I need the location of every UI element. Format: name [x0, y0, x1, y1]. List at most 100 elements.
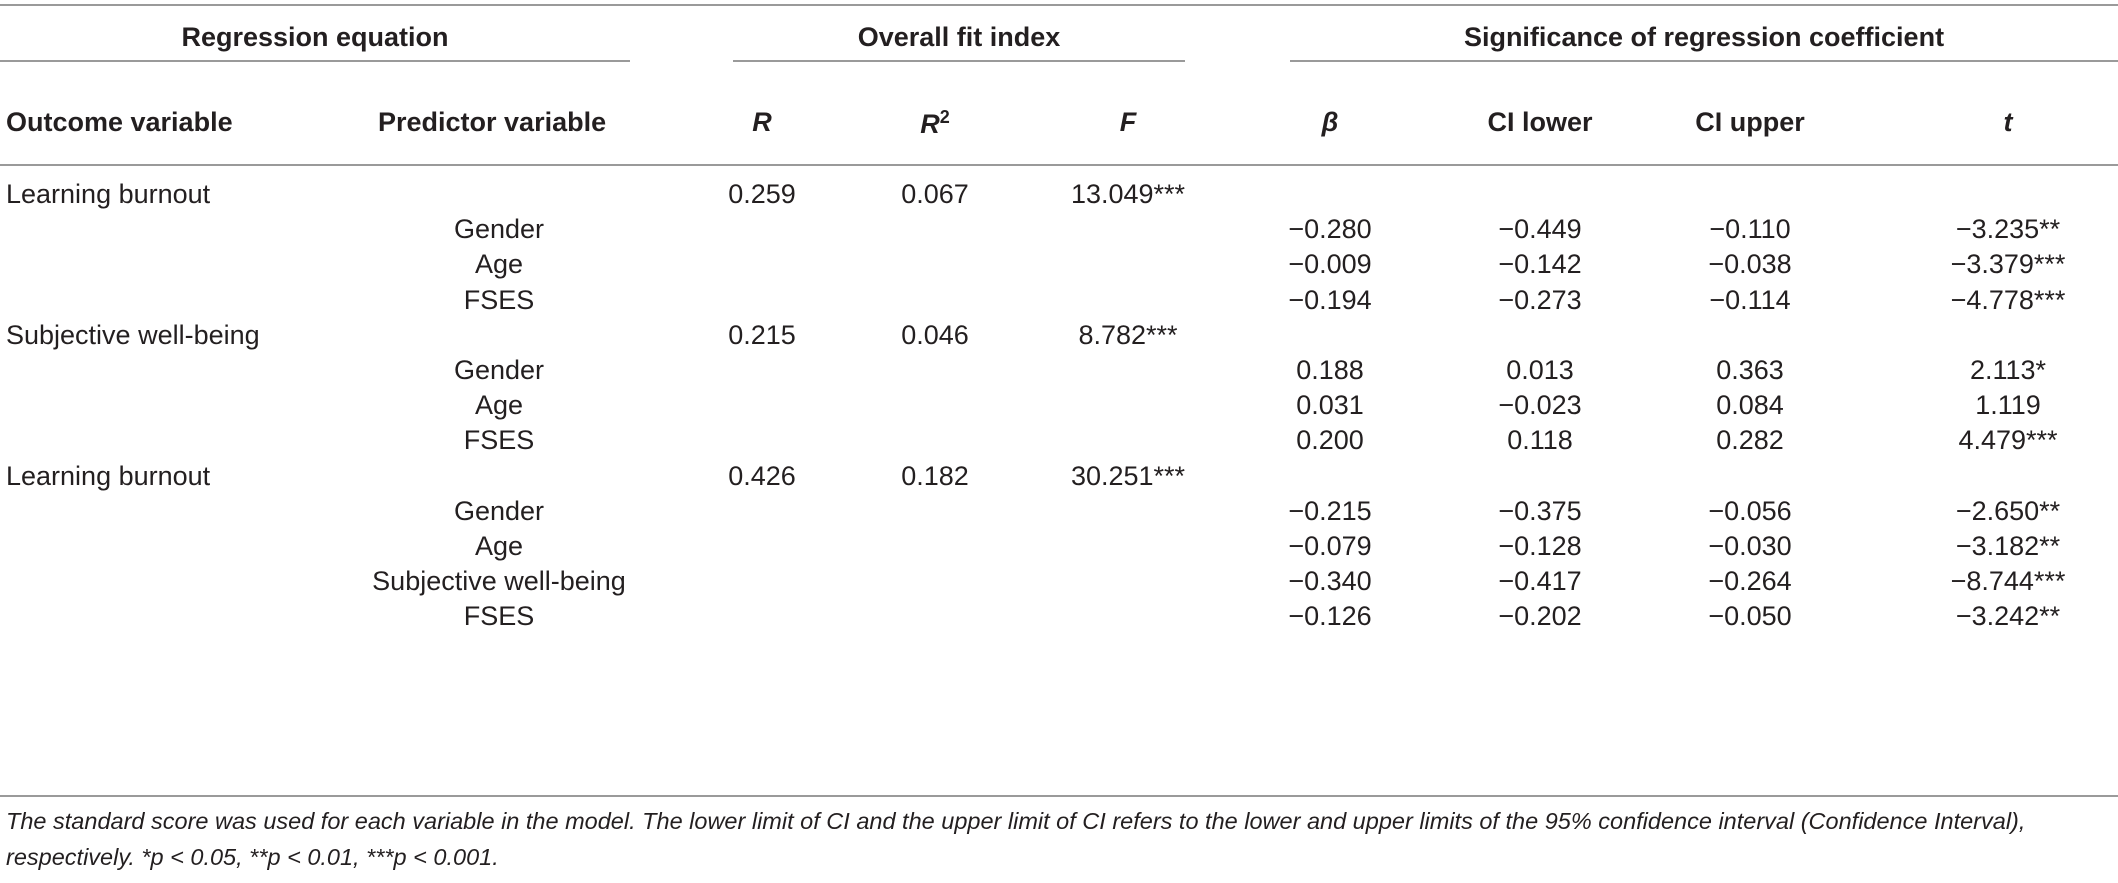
cell-f: 30.251***	[1070, 460, 1186, 491]
col-header-ci-lower: CI lower	[1487, 107, 1593, 137]
table-row: Learning burnout 0.259 0.067 13.049***	[0, 171, 2118, 218]
cell-outcome: Learning burnout	[6, 460, 211, 491]
cell-f: 8.782***	[1078, 319, 1178, 350]
cell-r2: 0.067	[901, 179, 969, 209]
cell-outcome: Subjective well-being	[6, 319, 260, 350]
table-footnote: The standard score was used for each var…	[6, 808, 2026, 870]
cell-ci-upper: −0.038	[1708, 249, 1792, 280]
cell-ci-lower: −0.375	[1498, 495, 1582, 526]
cell-ci-lower: −0.202	[1498, 601, 1582, 632]
cell-beta: −0.009	[1288, 249, 1372, 280]
table-row: FSES 0.200 0.118 0.282 4.479***	[0, 417, 2118, 464]
cell-ci-upper: −0.110	[1709, 214, 1791, 245]
cell-predictor: Gender	[453, 355, 545, 385]
col-header-predictor: Predictor variable	[378, 107, 607, 137]
cell-predictor: FSES	[463, 425, 535, 456]
col-header-f: F	[1078, 107, 1178, 138]
cell-beta: 0.031	[1296, 390, 1364, 421]
cell-beta: −0.340	[1288, 566, 1372, 597]
col-header-r-text: R	[752, 107, 772, 137]
cell-ci-upper: −0.056	[1708, 495, 1792, 526]
cell-predictor: FSES	[463, 284, 535, 315]
cell-ci-lower: 0.013	[1506, 355, 1574, 385]
cell-t: −8.744***	[1950, 566, 2066, 597]
cell-t: 4.479***	[1958, 425, 2058, 456]
cell-ci-upper: 0.282	[1716, 425, 1784, 456]
cell-predictor: Gender	[453, 495, 545, 526]
cell-beta: 0.188	[1296, 355, 1364, 385]
col-header-ci-upper: CI upper	[1695, 107, 1805, 137]
cell-ci-upper: −0.114	[1709, 284, 1791, 315]
table-row: Age −0.079 −0.128 −0.030 −3.182**	[0, 523, 2118, 570]
col-header-r2-base: R	[920, 109, 940, 139]
col-header-beta-text: β	[1321, 107, 1339, 137]
col-header-f-text: F	[1119, 107, 1137, 137]
cell-ci-upper: −0.264	[1708, 566, 1792, 597]
col-header-beta: β	[1280, 107, 1380, 138]
table-row: Gender −0.280 −0.449 −0.110 −3.235**	[0, 206, 2118, 253]
cell-ci-lower: −0.023	[1498, 390, 1582, 421]
cell-f: 13.049***	[1070, 179, 1186, 209]
col-header-r2: R2	[885, 107, 985, 140]
cell-t: 2.113*	[1969, 355, 2047, 385]
cell-r: 0.426	[728, 460, 796, 491]
table-row: Subjective well-being −0.340 −0.417 −0.264 −…	[0, 558, 2118, 605]
cell-beta: −0.079	[1288, 531, 1372, 561]
col-header-r2-sup: 2	[939, 107, 950, 127]
cell-r2: 0.182	[901, 460, 969, 491]
cell-predictor: Age	[474, 249, 524, 280]
cell-t: −3.379***	[1950, 249, 2066, 280]
table-row: Gender 0.188 0.013 0.363 2.113*	[0, 347, 2118, 394]
group-header-fit: Overall fit index	[857, 22, 1061, 52]
cell-beta: −0.126	[1288, 601, 1372, 632]
cell-t: −4.778***	[1950, 284, 2066, 315]
table-row: Age 0.031 −0.023 0.084 1.119	[0, 382, 2118, 429]
cell-t: −3.242**	[1955, 601, 2061, 632]
cell-ci-upper: −0.030	[1708, 531, 1792, 561]
group-rule-significance	[1290, 60, 2118, 62]
table-bottom-rule	[0, 795, 2118, 797]
cell-ci-lower: −0.449	[1498, 214, 1582, 245]
cell-t: −3.235**	[1955, 214, 2061, 245]
cell-ci-upper: 0.084	[1716, 390, 1784, 421]
table-row: FSES −0.194 −0.273 −0.114 −4.778***	[0, 277, 2118, 324]
cell-r2: 0.046	[901, 319, 969, 350]
cell-beta: −0.194	[1288, 284, 1372, 315]
cell-beta: 0.200	[1296, 425, 1364, 456]
cell-t: −3.182**	[1955, 531, 2061, 561]
group-rule-fit	[733, 60, 1185, 62]
col-header-t: t	[1958, 107, 2058, 138]
group-header-significance: Significance of regression coefficient	[1463, 22, 1945, 52]
cell-outcome: Learning burnout	[6, 179, 211, 209]
cell-ci-upper: −0.050	[1708, 601, 1792, 632]
cell-predictor: FSES	[463, 601, 535, 632]
table-row: Subjective well-being 0.215 0.046 8.782***	[0, 312, 2118, 359]
col-header-outcome: Outcome variable	[6, 107, 233, 137]
table-top-rule	[0, 4, 2118, 6]
cell-r: 0.259	[728, 179, 796, 209]
cell-r: 0.215	[728, 319, 796, 350]
col-header-t-text: t	[2003, 107, 2013, 137]
cell-ci-upper: 0.363	[1716, 355, 1784, 385]
table-row: Gender −0.215 −0.375 −0.056 −2.650**	[0, 488, 2118, 535]
cell-predictor: Gender	[453, 214, 545, 245]
cell-predictor: Age	[474, 531, 524, 561]
cell-predictor: Subjective well-being	[372, 566, 626, 597]
cell-t: −2.650**	[1955, 495, 2061, 526]
cell-ci-lower: −0.128	[1498, 531, 1582, 561]
cell-ci-lower: −0.142	[1498, 249, 1582, 280]
cell-ci-lower: −0.417	[1498, 566, 1582, 597]
cell-ci-lower: 0.118	[1507, 425, 1573, 456]
cell-beta: −0.280	[1288, 214, 1372, 245]
header-bottom-rule	[0, 164, 2118, 166]
cell-beta: −0.215	[1288, 495, 1372, 526]
table-row: FSES −0.126 −0.202 −0.050 −3.242**	[0, 593, 2118, 640]
group-rule-regression	[0, 60, 630, 62]
cell-predictor: Age	[474, 390, 524, 421]
col-header-r: R	[712, 107, 812, 138]
table-row: Age −0.009 −0.142 −0.038 −3.379***	[0, 241, 2118, 288]
group-header-regression: Regression equation	[181, 22, 449, 52]
table-row: Learning burnout 0.426 0.182 30.251***	[0, 453, 2118, 500]
cell-ci-lower: −0.273	[1498, 284, 1582, 315]
cell-t: 1.119	[1975, 390, 2041, 421]
